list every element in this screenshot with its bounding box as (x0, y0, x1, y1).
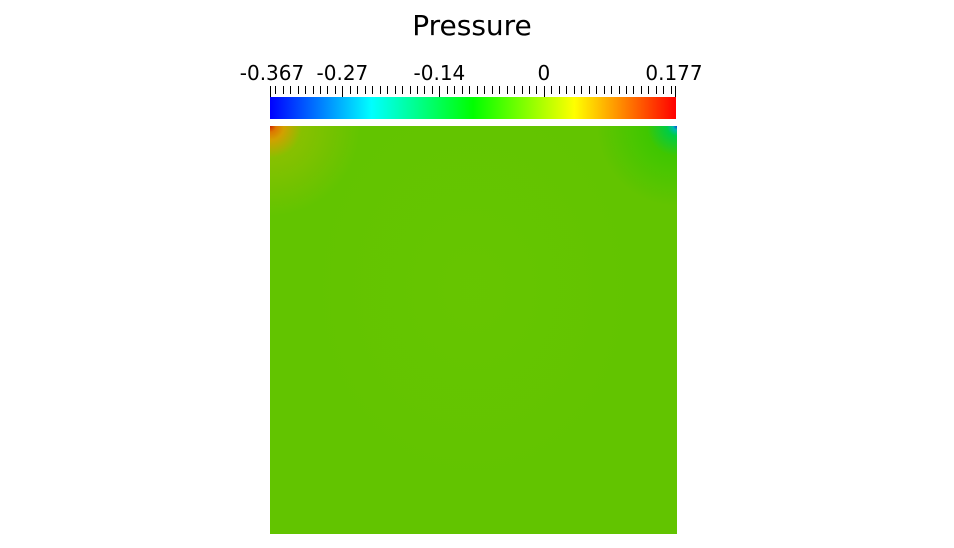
tick-label-max: 0.177 (645, 61, 703, 85)
colorbar-tick-labels: -0.367 -0.27 -0.14 0 0.177 (0, 60, 954, 86)
colorbar-ticks (270, 86, 676, 98)
colorbar-gradient (270, 97, 676, 119)
tick-label: -0.14 (413, 61, 466, 85)
tick-label: 0 (537, 61, 551, 85)
tick-label: -0.27 (316, 61, 369, 85)
pressure-field-plot (270, 126, 677, 534)
tick-label-min: -0.367 (239, 61, 305, 85)
field-center-shade (270, 126, 677, 534)
field-corner-top-right (270, 126, 677, 534)
colorbar-title: Pressure (412, 9, 532, 42)
